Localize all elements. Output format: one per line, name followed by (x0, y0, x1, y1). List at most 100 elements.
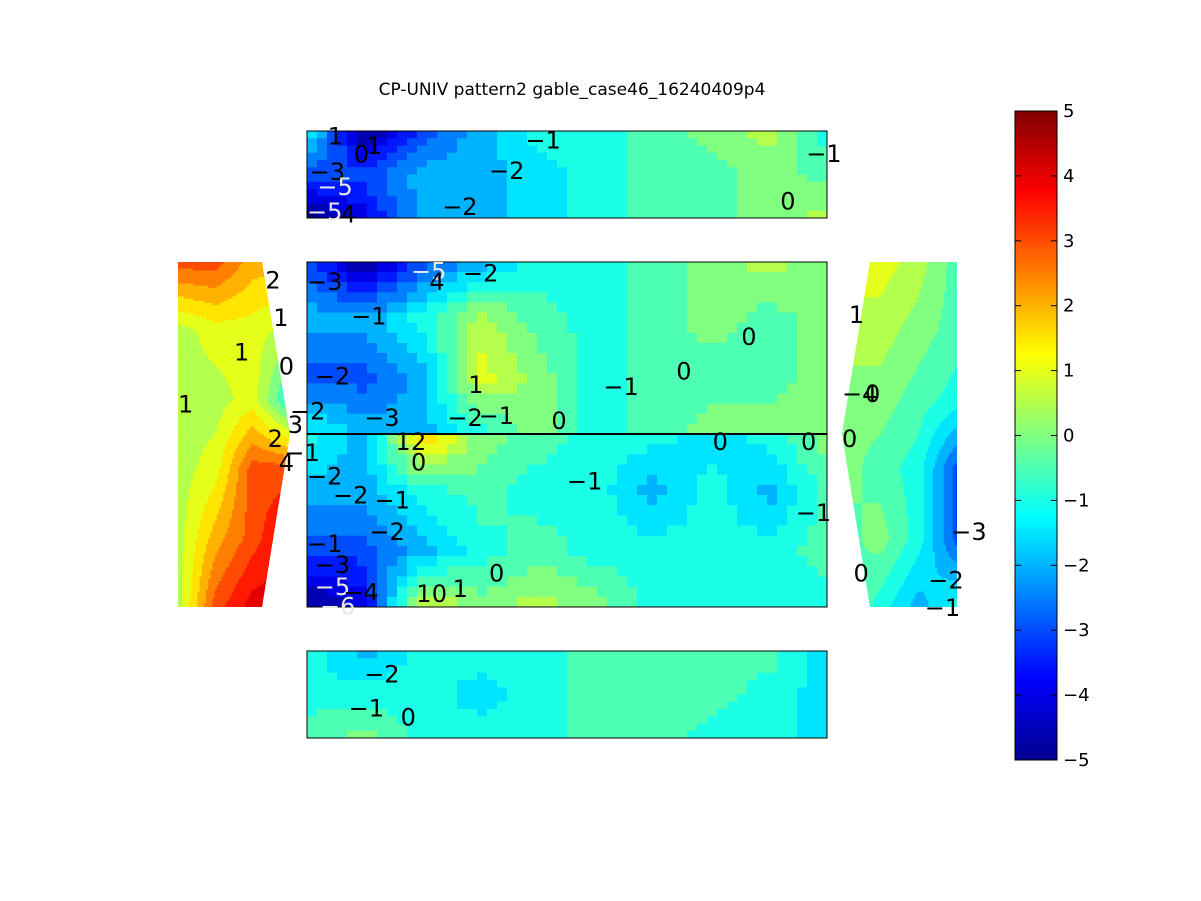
top-strip-cell (577, 152, 588, 161)
top-strip-cell (547, 131, 558, 139)
left-wall-cell (257, 266, 261, 270)
left-wall-cell (234, 313, 237, 317)
main-lower-cell (807, 444, 818, 455)
bottom-strip-cell (467, 651, 478, 659)
main-lower-cell (547, 576, 558, 588)
top-strip-cell (717, 174, 728, 183)
top-strip-cell (817, 167, 827, 176)
main-lower-cell (417, 596, 428, 607)
left-wall-cell (262, 309, 265, 313)
bottom-strip-cell (617, 680, 628, 688)
bottom-strip-cell (427, 687, 438, 696)
main-upper-cell (377, 332, 388, 344)
left-wall-cell (236, 309, 239, 313)
left-wall-cell (186, 292, 190, 295)
left-wall-cell (251, 341, 254, 345)
left-wall-cell (240, 318, 244, 321)
left-wall-cell (238, 279, 242, 283)
left-wall-cell (195, 272, 198, 276)
bottom-strip-cell (407, 651, 418, 659)
left-wall-cell (266, 333, 270, 336)
bottom-strip-cell (687, 723, 698, 732)
left-wall-cell (285, 294, 289, 298)
left-wall-cell (234, 307, 237, 311)
main-lower-cell (787, 444, 798, 455)
left-wall-cell (199, 266, 203, 270)
main-upper-cell (357, 302, 368, 314)
top-strip-cell (687, 145, 698, 154)
left-wall-cell (244, 322, 248, 326)
bottom-strip-cell (697, 680, 708, 688)
bottom-strip-cell (527, 694, 538, 703)
left-wall-cell (225, 339, 229, 343)
main-upper-cell (437, 272, 448, 283)
top-strip-cell (697, 131, 708, 139)
top-strip-cell (687, 189, 698, 197)
main-lower-cell (407, 515, 418, 527)
left-wall-cell (195, 341, 198, 345)
main-upper-cell (407, 302, 418, 314)
main-lower-cell (587, 515, 598, 527)
main-lower-cell (637, 515, 648, 527)
left-wall-cell (206, 294, 209, 298)
left-wall-cell (227, 331, 231, 334)
left-wall-cell (242, 328, 246, 332)
main-upper-cell (307, 423, 318, 434)
main-lower-cell (667, 566, 678, 578)
bottom-strip-cell (517, 701, 528, 710)
main-lower-cell (497, 444, 508, 455)
main-lower-cell (607, 566, 618, 578)
left-wall-cell (214, 326, 218, 330)
bottom-strip-cell (557, 701, 568, 710)
bottom-strip-cell (637, 658, 648, 667)
bottom-strip-cell (647, 730, 658, 738)
left-wall-cell (262, 296, 265, 300)
top-strip-cell (487, 189, 498, 197)
left-wall-cell (212, 279, 216, 283)
bottom-strip-cell (377, 651, 388, 659)
top-strip-cell (737, 203, 748, 212)
bottom-strip-cell (317, 730, 328, 738)
left-wall-cell (238, 287, 242, 291)
left-wall-cell (238, 339, 242, 343)
left-wall-cell (234, 285, 237, 289)
main-upper-cell (737, 342, 748, 354)
left-wall-cell (182, 283, 186, 287)
left-wall-cell (257, 331, 261, 334)
left-wall-cell (268, 300, 272, 304)
left-wall-cell (210, 305, 214, 308)
main-lower-cell (417, 515, 428, 527)
main-upper-cell (457, 342, 468, 354)
main-upper-cell (307, 292, 318, 304)
main-lower-cell (517, 434, 528, 445)
bottom-strip-cell (567, 723, 578, 732)
left-wall-cell (249, 264, 252, 267)
left-wall-cell (283, 298, 287, 302)
bottom-strip-cell (447, 651, 458, 659)
top-strip-cell (557, 160, 568, 168)
main-lower-cell (487, 515, 498, 527)
main-lower-cell (637, 484, 648, 496)
main-upper-cell (817, 332, 827, 344)
left-wall-cell (214, 302, 218, 306)
bottom-strip-cell (477, 665, 488, 674)
left-wall-cell (231, 326, 235, 330)
main-lower-cell (747, 556, 758, 567)
left-wall-cell (184, 294, 188, 298)
main-upper-cell (757, 282, 768, 293)
bottom-strip-cell (687, 672, 698, 681)
top-strip-cell (707, 152, 718, 161)
main-lower-cell (547, 586, 558, 598)
left-wall-cell (210, 311, 214, 315)
main-lower-cell (737, 505, 748, 517)
left-wall-cell (180, 274, 183, 278)
left-wall-cell (268, 326, 272, 330)
bottom-strip-cell (347, 694, 358, 703)
left-wall-cell (272, 262, 276, 265)
left-wall-cell (238, 266, 242, 270)
main-upper-cell (427, 302, 438, 314)
main-lower-cell (747, 454, 758, 466)
left-wall-cell (218, 326, 222, 330)
left-wall-cell (201, 307, 205, 311)
main-lower-cell (567, 434, 578, 445)
